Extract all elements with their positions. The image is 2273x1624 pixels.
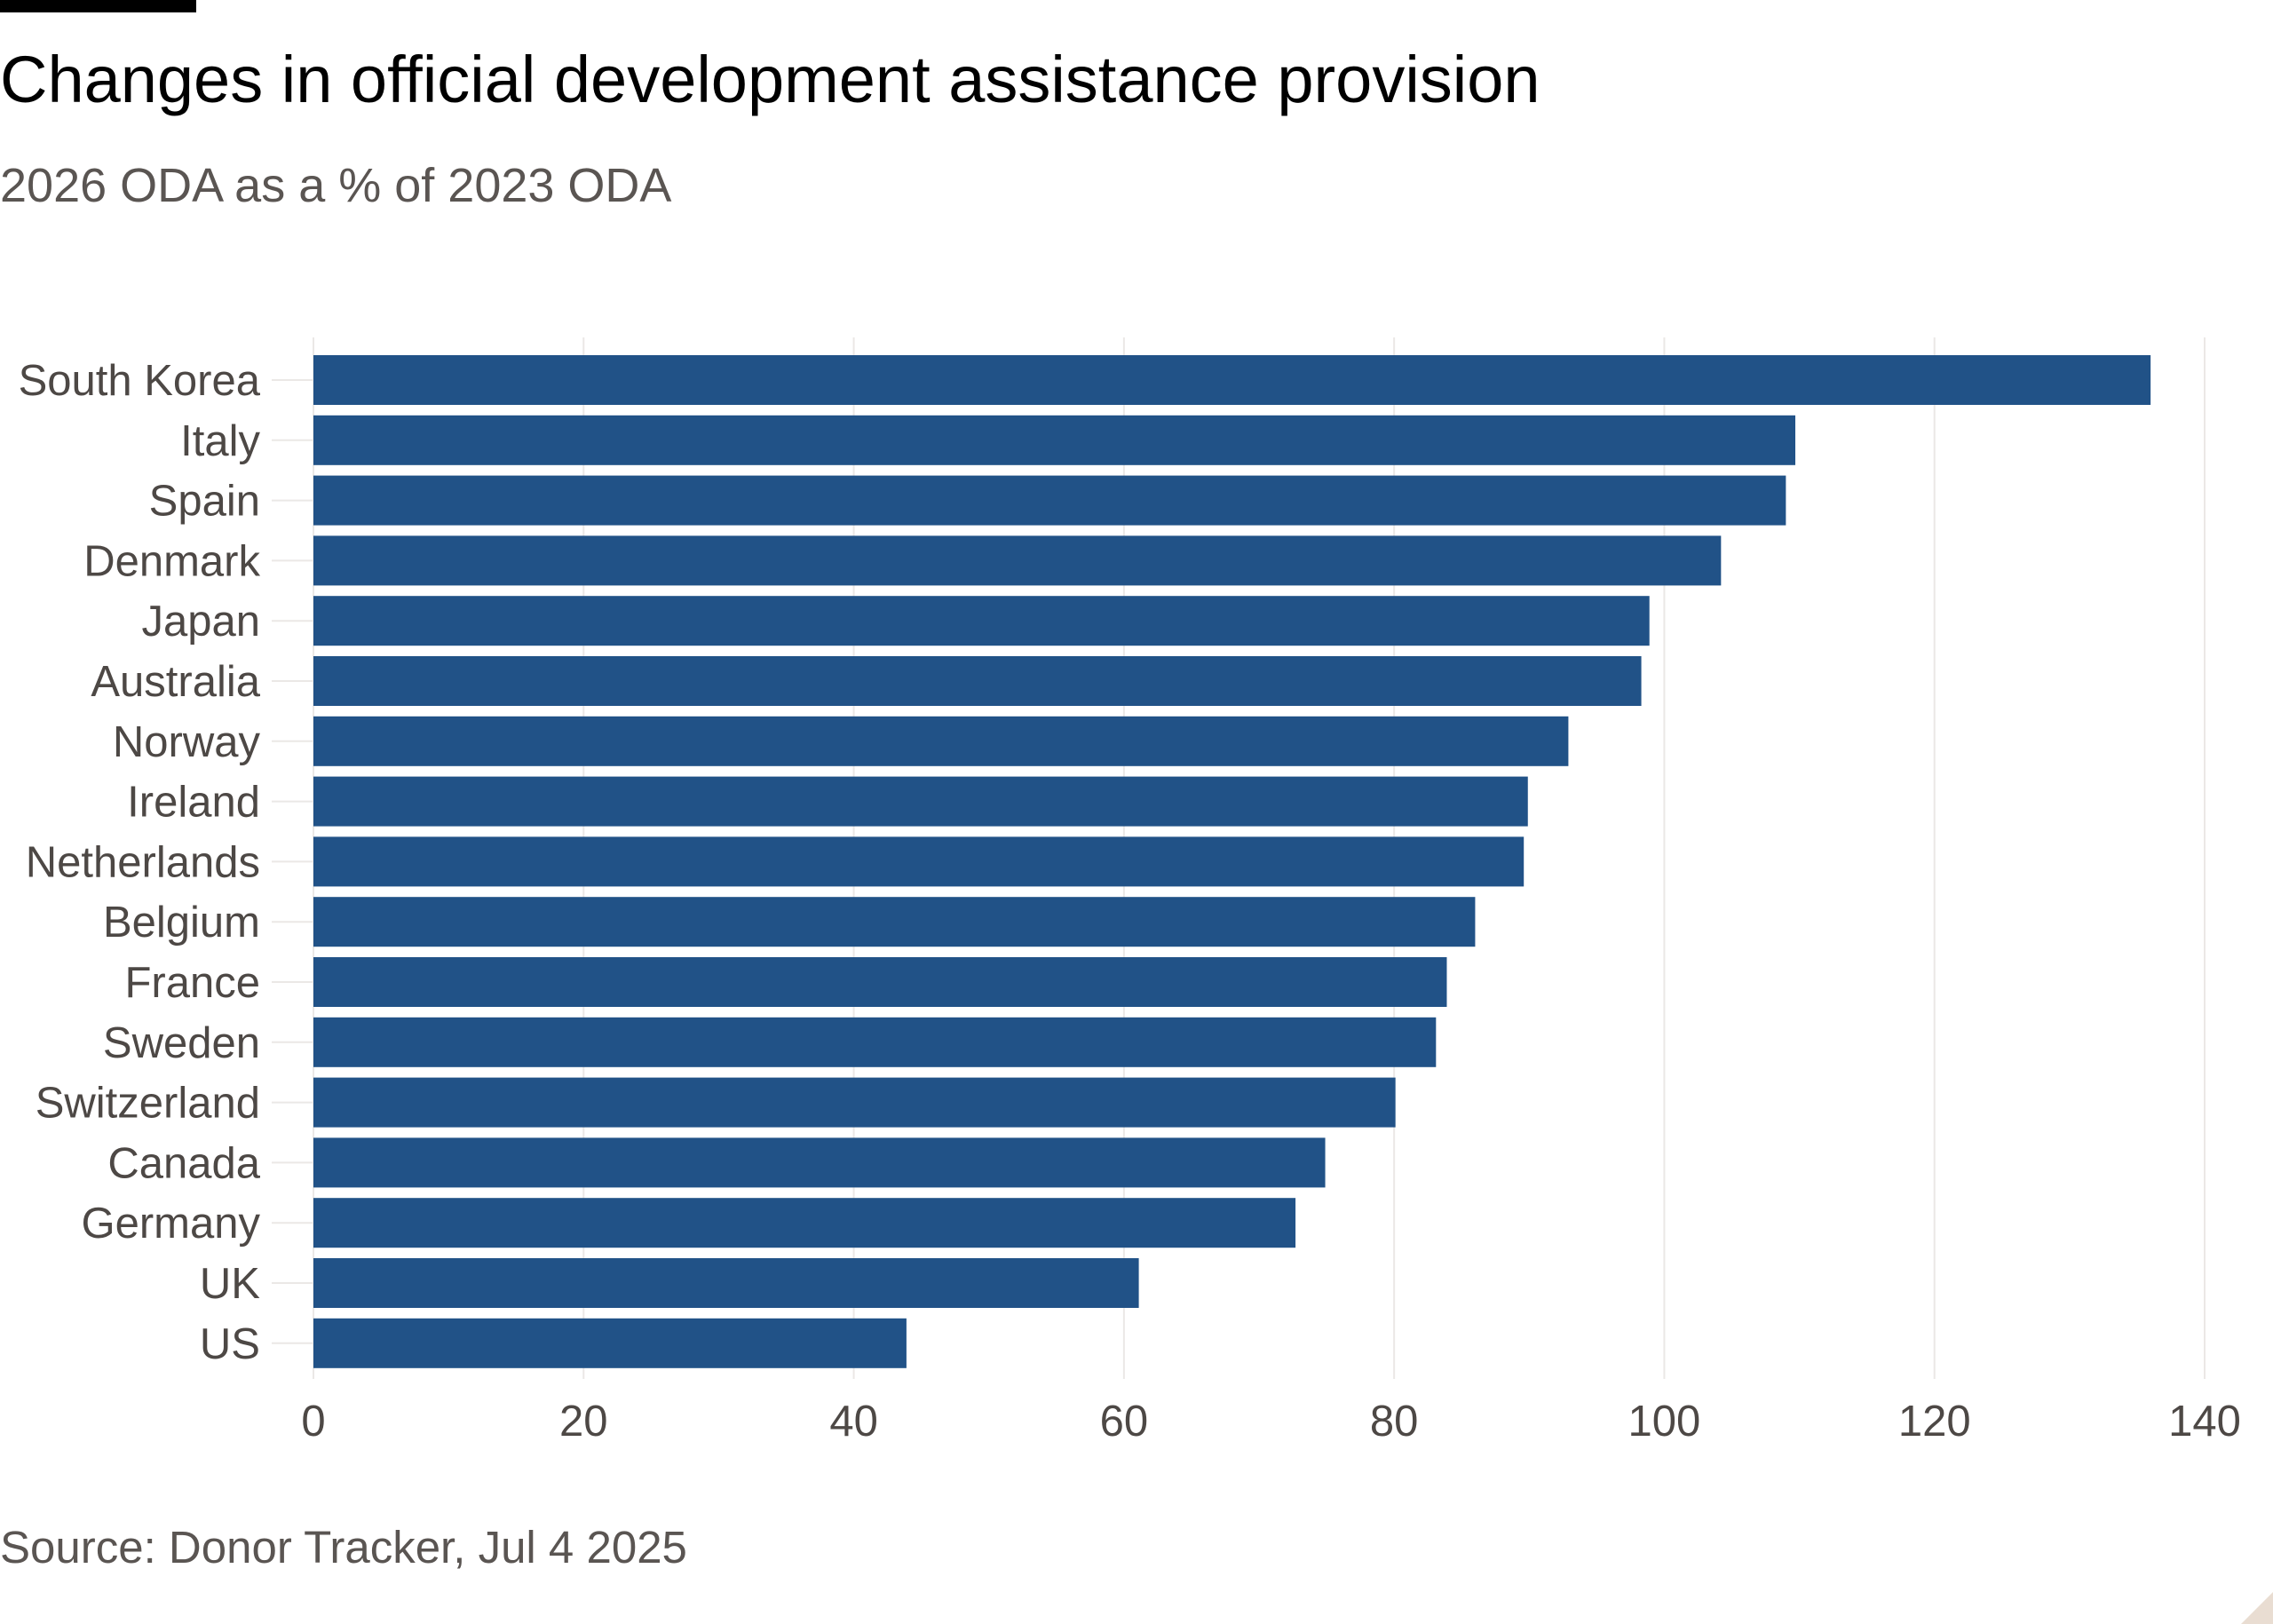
category-label: Netherlands [26, 838, 260, 886]
category-label: UK [200, 1260, 260, 1308]
bar-australia [313, 656, 1642, 706]
x-tick-label: 40 [829, 1398, 878, 1446]
x-tick-label: 140 [2168, 1398, 2241, 1446]
brand-accent-bar [0, 0, 196, 12]
x-tick-label: 60 [1100, 1398, 1149, 1446]
bar-netherlands [313, 836, 1525, 887]
x-tick-label: 20 [559, 1398, 608, 1446]
category-label: Denmark [83, 537, 260, 585]
chart-subtitle: 2026 ODA as a % of 2023 ODA [0, 159, 672, 212]
category-label: Norway [113, 718, 261, 766]
bar-italy [313, 415, 1796, 465]
bar-denmark [313, 535, 1722, 586]
category-label: Germany [81, 1200, 260, 1248]
category-label: Australia [91, 658, 260, 706]
category-label: South Korea [19, 357, 261, 405]
category-label: US [200, 1320, 260, 1368]
category-label: Canada [107, 1139, 260, 1187]
category-label: Spain [149, 478, 260, 526]
bar-ireland [313, 776, 1528, 827]
source-note: Source: Donor Tracker, Jul 4 2025 [0, 1522, 687, 1573]
bar-spain [313, 475, 1786, 526]
category-label: Switzerland [36, 1080, 260, 1128]
bar-us [313, 1318, 907, 1368]
category-labels: South Korea Italy Spain Denmark Japan Austral… [19, 357, 261, 1368]
category-label: Sweden [103, 1019, 260, 1067]
bar-uk [313, 1258, 1139, 1308]
category-label: Ireland [127, 779, 260, 827]
bar-norway [313, 716, 1569, 766]
x-tick-label: 100 [1628, 1398, 1701, 1446]
x-tick-label: 120 [1898, 1398, 1971, 1446]
x-tick-label: 0 [301, 1398, 325, 1446]
x-axis-ticks: 0 20 40 60 80 100 120 140 [301, 1398, 2241, 1446]
category-label: Japan [141, 598, 260, 646]
x-tick-label: 80 [1370, 1398, 1419, 1446]
bar-germany [313, 1198, 1296, 1248]
bars [313, 355, 2151, 1368]
category-label: France [124, 959, 260, 1007]
bar-switzerland [313, 1077, 1396, 1128]
corner-fold [2241, 1592, 2273, 1624]
bar-canada [313, 1137, 1326, 1188]
chart-title: Changes in official development assistan… [0, 43, 1540, 116]
bar-south-korea [313, 355, 2151, 405]
bar-belgium [313, 897, 1476, 947]
bar-france [313, 957, 1447, 1007]
bar-sweden [313, 1017, 1437, 1067]
category-label: Italy [180, 417, 260, 465]
bar-japan [313, 596, 1650, 646]
category-label: Belgium [103, 899, 260, 947]
